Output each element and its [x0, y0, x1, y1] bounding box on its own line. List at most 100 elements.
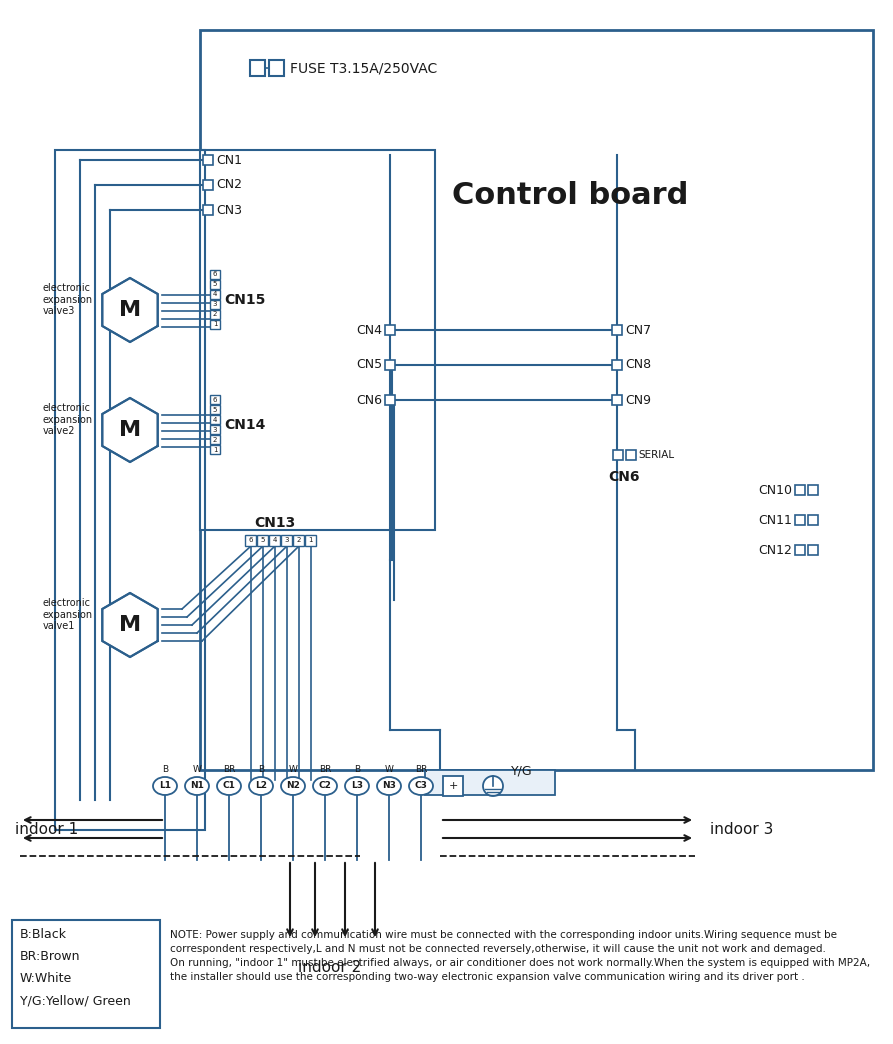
Ellipse shape [153, 777, 177, 794]
Bar [210, 300, 220, 309]
Bar [385, 360, 395, 370]
Ellipse shape [281, 777, 305, 794]
Bar [55, 150, 205, 830]
Text: C1: C1 [222, 782, 236, 790]
Bar [210, 310, 220, 319]
Bar [200, 30, 873, 770]
Text: indoor 2: indoor 2 [298, 960, 362, 975]
Polygon shape [103, 593, 158, 657]
Ellipse shape [345, 777, 369, 794]
Text: W:White: W:White [20, 973, 72, 986]
Bar [795, 545, 805, 555]
Text: FUSE T3.15A/250VAC: FUSE T3.15A/250VAC [290, 61, 438, 75]
Text: B: B [354, 765, 360, 774]
Bar [210, 321, 220, 329]
Ellipse shape [249, 777, 273, 794]
Text: BR: BR [415, 765, 427, 774]
Text: 3: 3 [213, 302, 217, 308]
Ellipse shape [217, 777, 241, 794]
Text: CN3: CN3 [216, 204, 242, 216]
Text: 2: 2 [213, 436, 217, 443]
Bar [269, 535, 280, 546]
Bar [210, 425, 220, 434]
Bar [210, 270, 220, 279]
Text: CN5: CN5 [356, 358, 382, 372]
Text: CN15: CN15 [224, 293, 265, 307]
Text: L1: L1 [159, 782, 171, 790]
Bar [250, 60, 265, 76]
Text: 4: 4 [272, 538, 277, 544]
Text: L3: L3 [351, 782, 363, 790]
Text: indoor 3: indoor 3 [710, 822, 773, 836]
Text: 3: 3 [284, 538, 288, 544]
Text: BR: BR [319, 765, 331, 774]
Text: W: W [288, 765, 297, 774]
Text: 6: 6 [213, 397, 217, 403]
Text: CN4: CN4 [356, 324, 382, 336]
Bar [613, 450, 623, 460]
Text: electronic
expansion
valve1: electronic expansion valve1 [43, 598, 93, 632]
Text: 1: 1 [308, 538, 313, 544]
Text: electronic
expansion
valve2: electronic expansion valve2 [43, 403, 93, 436]
Text: electronic
expansion
valve3: electronic expansion valve3 [43, 283, 93, 316]
Bar [210, 445, 220, 454]
Text: BR: BR [223, 765, 235, 774]
Circle shape [483, 776, 503, 796]
Bar [281, 535, 292, 546]
Bar [808, 515, 818, 525]
Text: indoor 1: indoor 1 [15, 822, 79, 836]
Text: CN7: CN7 [625, 324, 651, 336]
Bar [626, 450, 636, 460]
Text: N3: N3 [382, 782, 396, 790]
Text: N2: N2 [286, 782, 300, 790]
Bar [808, 545, 818, 555]
Ellipse shape [313, 777, 337, 794]
Text: 1: 1 [213, 322, 217, 328]
Bar [203, 155, 213, 165]
Text: 3: 3 [213, 427, 217, 432]
Text: W: W [193, 765, 202, 774]
Bar [200, 150, 435, 530]
Bar [210, 435, 220, 444]
Text: NOTE: Power supply and communication wire must be connected with the correspondi: NOTE: Power supply and communication wir… [170, 930, 870, 982]
Polygon shape [103, 278, 158, 342]
Bar [808, 485, 818, 495]
Bar [203, 180, 213, 190]
Text: 4: 4 [213, 417, 217, 423]
Text: CN1: CN1 [216, 153, 242, 166]
Text: M: M [119, 615, 141, 635]
Bar [305, 535, 316, 546]
Bar [293, 535, 304, 546]
Bar [443, 776, 463, 796]
Bar [210, 416, 220, 424]
Text: CN6: CN6 [608, 470, 639, 484]
Bar [795, 515, 805, 525]
Text: Y/G:Yellow/ Green: Y/G:Yellow/ Green [20, 995, 130, 1007]
Text: CN14: CN14 [224, 418, 265, 432]
Bar [203, 205, 213, 215]
Bar [612, 360, 622, 370]
Bar [12, 920, 160, 1028]
Text: B:Black: B:Black [20, 928, 67, 942]
Bar [425, 770, 555, 794]
Text: L2: L2 [255, 782, 267, 790]
Bar [245, 535, 256, 546]
Text: 6: 6 [248, 538, 253, 544]
Text: W: W [385, 765, 394, 774]
Text: Y/G: Y/G [511, 764, 532, 778]
Text: 6: 6 [213, 271, 217, 278]
Bar [210, 280, 220, 289]
Text: 2: 2 [296, 538, 301, 544]
Bar [210, 405, 220, 414]
Text: CN11: CN11 [758, 514, 792, 526]
Bar [612, 325, 622, 335]
Text: 5: 5 [261, 538, 264, 544]
Bar [795, 485, 805, 495]
Text: CN9: CN9 [625, 394, 651, 406]
Ellipse shape [377, 777, 401, 794]
Text: +: + [448, 781, 458, 791]
Text: CN6: CN6 [356, 394, 382, 406]
Text: SERIAL: SERIAL [638, 450, 674, 460]
Text: N1: N1 [190, 782, 204, 790]
Bar [269, 60, 284, 76]
